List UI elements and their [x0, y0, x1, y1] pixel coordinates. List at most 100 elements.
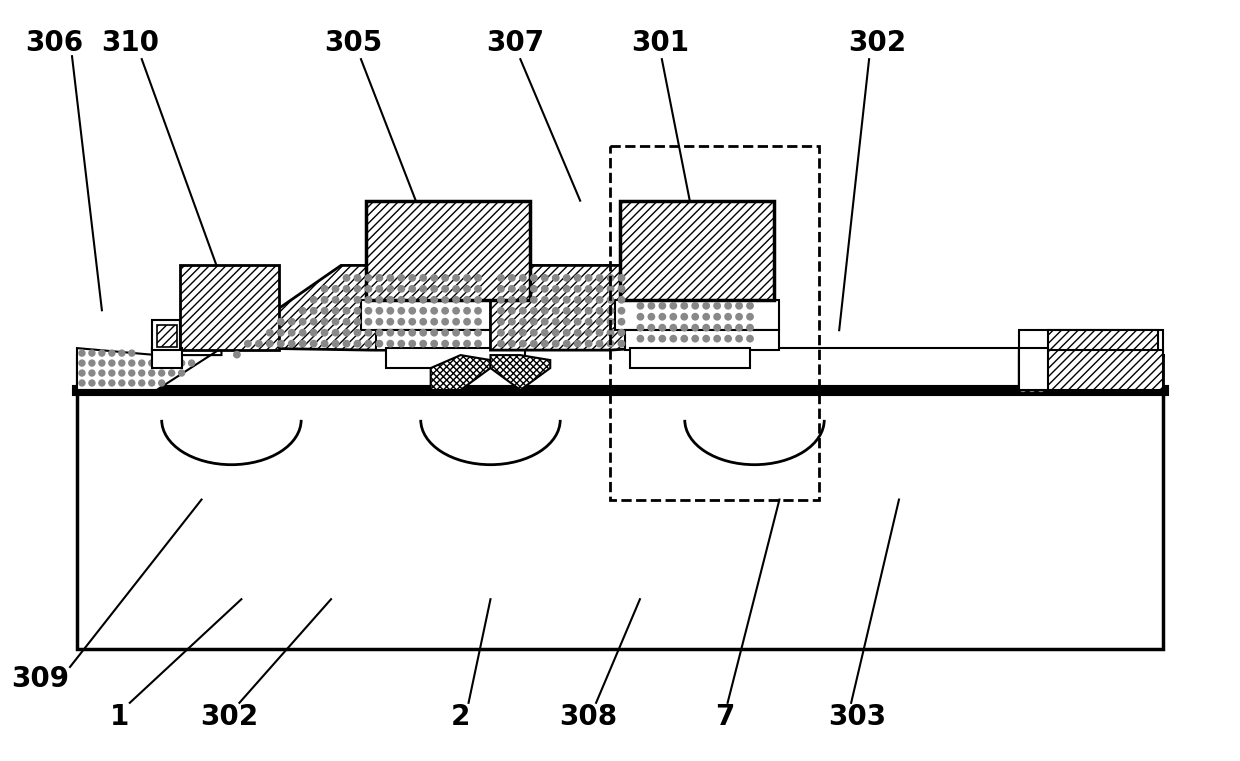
Circle shape — [355, 330, 361, 336]
Circle shape — [619, 297, 625, 303]
Circle shape — [343, 297, 350, 303]
Circle shape — [1021, 386, 1025, 391]
Circle shape — [596, 285, 603, 292]
Circle shape — [432, 297, 438, 303]
Circle shape — [714, 336, 720, 342]
Circle shape — [387, 275, 393, 281]
Bar — [151, 348, 181, 368]
Circle shape — [1029, 368, 1035, 374]
Circle shape — [420, 307, 427, 314]
Circle shape — [520, 307, 526, 314]
Circle shape — [464, 275, 470, 281]
Circle shape — [79, 370, 86, 376]
Circle shape — [497, 307, 505, 314]
Circle shape — [475, 330, 481, 336]
Circle shape — [714, 314, 720, 320]
Circle shape — [376, 297, 383, 303]
Circle shape — [119, 360, 125, 366]
Circle shape — [420, 330, 427, 336]
Circle shape — [89, 360, 95, 366]
Circle shape — [563, 297, 570, 303]
Circle shape — [1021, 377, 1025, 383]
Circle shape — [321, 297, 327, 303]
Circle shape — [531, 340, 537, 347]
Circle shape — [563, 330, 570, 336]
Circle shape — [376, 330, 383, 336]
Circle shape — [574, 330, 580, 336]
Circle shape — [1038, 386, 1044, 391]
Circle shape — [332, 340, 339, 347]
Circle shape — [563, 307, 570, 314]
Circle shape — [619, 275, 625, 281]
Circle shape — [553, 297, 559, 303]
Circle shape — [432, 285, 438, 292]
Circle shape — [409, 330, 415, 336]
Circle shape — [692, 324, 698, 331]
Circle shape — [681, 314, 687, 320]
Circle shape — [149, 370, 155, 376]
Bar — [625, 330, 780, 350]
Circle shape — [520, 297, 526, 303]
Circle shape — [714, 324, 720, 331]
Bar — [615, 301, 780, 330]
Circle shape — [608, 275, 614, 281]
Circle shape — [366, 307, 372, 314]
Circle shape — [109, 370, 115, 376]
Circle shape — [563, 319, 570, 325]
Circle shape — [681, 324, 687, 331]
Circle shape — [1038, 368, 1044, 374]
Circle shape — [453, 330, 459, 336]
Circle shape — [79, 360, 86, 366]
Circle shape — [596, 307, 603, 314]
Circle shape — [267, 330, 273, 336]
Circle shape — [746, 303, 753, 309]
Circle shape — [542, 340, 548, 347]
Circle shape — [188, 360, 195, 366]
Circle shape — [464, 285, 470, 292]
Circle shape — [619, 340, 625, 347]
Circle shape — [563, 285, 570, 292]
Circle shape — [310, 340, 316, 347]
Bar — [1049, 330, 1158, 390]
Circle shape — [608, 297, 614, 303]
Circle shape — [508, 330, 515, 336]
Circle shape — [746, 314, 753, 320]
Circle shape — [289, 340, 295, 347]
Circle shape — [310, 307, 316, 314]
Circle shape — [343, 307, 350, 314]
Circle shape — [1038, 377, 1044, 383]
Circle shape — [508, 340, 515, 347]
Bar — [1018, 355, 1163, 390]
Circle shape — [619, 319, 625, 325]
Circle shape — [497, 297, 505, 303]
Circle shape — [608, 319, 614, 325]
Circle shape — [637, 314, 644, 320]
Circle shape — [300, 330, 306, 336]
Circle shape — [619, 307, 625, 314]
Circle shape — [608, 307, 614, 314]
Circle shape — [619, 330, 625, 336]
Text: 1: 1 — [110, 702, 129, 731]
Circle shape — [149, 380, 155, 386]
Circle shape — [542, 307, 548, 314]
Text: 305: 305 — [324, 29, 382, 57]
Circle shape — [432, 319, 438, 325]
Circle shape — [441, 330, 449, 336]
Circle shape — [129, 350, 135, 356]
Circle shape — [321, 307, 327, 314]
Circle shape — [725, 336, 732, 342]
Circle shape — [432, 330, 438, 336]
Circle shape — [321, 330, 327, 336]
Bar — [151, 320, 180, 350]
Circle shape — [366, 330, 372, 336]
Circle shape — [332, 330, 339, 336]
Circle shape — [79, 380, 86, 386]
Circle shape — [475, 340, 481, 347]
Circle shape — [355, 297, 361, 303]
Circle shape — [432, 307, 438, 314]
Circle shape — [355, 307, 361, 314]
Circle shape — [735, 324, 743, 331]
Circle shape — [531, 330, 537, 336]
Circle shape — [366, 319, 372, 325]
Circle shape — [441, 285, 449, 292]
